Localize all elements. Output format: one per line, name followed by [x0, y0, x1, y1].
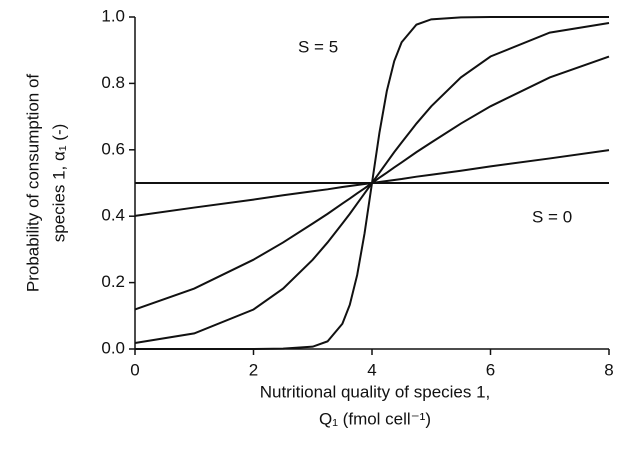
y-axis-label: Probability of consumption of [23, 74, 42, 293]
y-tick-label: 1.0 [101, 6, 125, 25]
x-axis-label: Nutritional quality of species 1, [260, 382, 491, 401]
x-tick-label: 6 [486, 360, 495, 379]
x-tick-label: 0 [130, 360, 139, 379]
x-tick-label: 4 [367, 360, 376, 379]
annotation: S = 0 [532, 207, 572, 226]
y-axis-label: species 1, α₁ (-) [49, 124, 68, 243]
y-tick-label: 0.4 [101, 206, 125, 225]
x-tick-label: 2 [249, 360, 258, 379]
y-tick-label: 0.2 [101, 272, 125, 291]
x-tick-label: 8 [604, 360, 613, 379]
y-tick-label: 0.0 [101, 338, 125, 357]
annotation: S = 5 [298, 37, 338, 56]
x-axis-label: Q₁ (fmol cell⁻¹) [319, 409, 431, 428]
y-tick-label: 0.6 [101, 139, 125, 158]
y-tick-label: 0.8 [101, 73, 125, 92]
